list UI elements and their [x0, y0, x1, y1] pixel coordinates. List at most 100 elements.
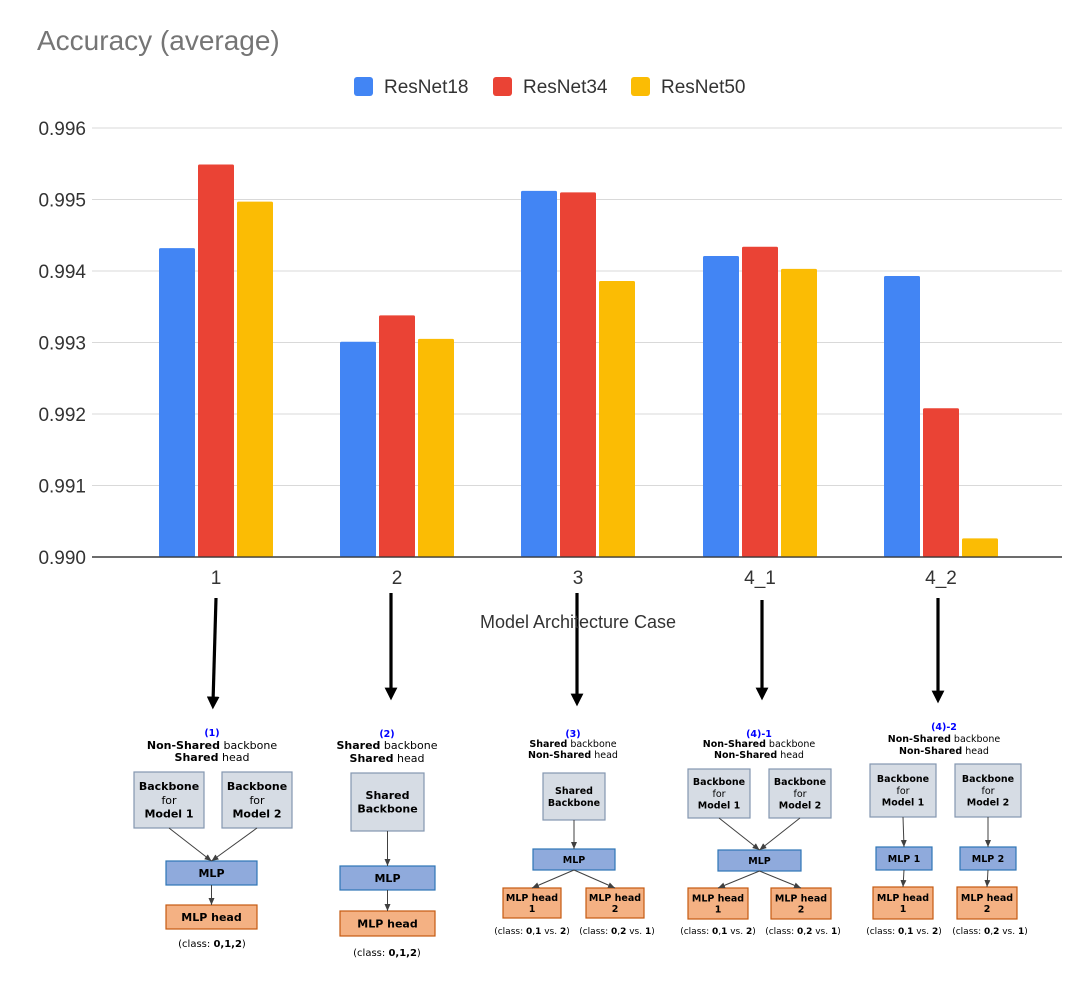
- legend: ResNet18 ResNet34 ResNet50: [354, 77, 746, 98]
- head-type-label: Shared head: [175, 751, 250, 764]
- backbone-box: [350, 772, 425, 832]
- y-tick-label: 0.990: [38, 548, 86, 569]
- class-label: (class: 0,1 vs. 2): [494, 927, 570, 937]
- y-axis-ticks: 0.990 0.991 0.992 0.993 0.994 0.995 0.996: [38, 119, 86, 569]
- flow-arrow: [573, 869, 616, 889]
- mlp-head-box: [339, 910, 436, 937]
- head-type-label: Non-Shared head: [528, 750, 618, 761]
- mlp-box-label: MLP 2: [972, 854, 1004, 865]
- case-arrow: [206, 597, 220, 710]
- legend-label-resnet34: ResNet34: [523, 77, 608, 98]
- mlp-head-box-label: MLP head: [181, 911, 241, 924]
- backbone-box-label: Shared Backbone: [548, 786, 600, 809]
- flow-arrow: [531, 869, 575, 889]
- head-type-label: Non-Shared head: [714, 750, 804, 761]
- class-label: (class: 0,1 vs. 2): [866, 927, 942, 937]
- y-tick-label: 0.996: [38, 119, 86, 140]
- backbone-box-label: Backbone for Model 1: [139, 780, 199, 821]
- backbone-type-label: Non-Shared backbone: [147, 739, 277, 752]
- bar-resnet34-1: [198, 164, 234, 557]
- backbone-box-label: Backbone for Model 2: [962, 774, 1014, 809]
- case-label: (2): [379, 729, 394, 740]
- backbone-box: [542, 772, 606, 821]
- mlp-head-box: [585, 887, 645, 919]
- flow-arrow: [900, 869, 907, 888]
- legend-swatch-resnet50: [631, 77, 650, 96]
- class-label: (class: 0,2 vs. 1): [952, 927, 1028, 937]
- legend-label-resnet50: ResNet50: [661, 77, 746, 98]
- bar-resnet34-4-1: [742, 246, 778, 557]
- class-label: (class: 0,1,2): [178, 939, 246, 950]
- y-tick-label: 0.992: [38, 405, 86, 426]
- x-tick-label: 4_2: [925, 568, 957, 589]
- mlp-box-label: MLP 1: [888, 854, 920, 865]
- bar-resnet50-4-2: [962, 538, 998, 557]
- bar-resnet50-2: [418, 338, 454, 557]
- mlp-head-box-label: MLP head 1: [692, 893, 744, 915]
- chart-title: Accuracy (average): [37, 25, 280, 56]
- bars: [92, 164, 1062, 558]
- bar-resnet34-4-2: [923, 408, 959, 557]
- legend-swatch-resnet18: [354, 77, 373, 96]
- x-axis-label: Model Architecture Case: [480, 612, 676, 632]
- flow-arrow: [900, 816, 907, 848]
- case-arrows: [206, 593, 945, 710]
- mlp-head-box: [165, 904, 258, 930]
- bar-resnet34-3: [560, 192, 596, 557]
- backbone-box-label: Shared Backbone: [357, 789, 417, 816]
- class-label: (class: 0,1,2): [353, 948, 421, 959]
- backbone-type-label: Non-Shared backbone: [888, 734, 1001, 745]
- case-label: (4)-1: [746, 729, 772, 740]
- mlp-box-label: MLP: [374, 872, 400, 885]
- mlp-head-box: [502, 887, 562, 919]
- y-tick-label: 0.991: [38, 477, 86, 498]
- case-label: (3): [565, 729, 580, 740]
- class-label: (class: 0,2 vs. 1): [579, 927, 655, 937]
- backbone-type-label: Non-Shared backbone: [703, 739, 816, 750]
- backbone-box-label: Backbone for Model 1: [877, 774, 929, 809]
- bar-resnet18-4-1: [703, 255, 739, 558]
- head-type-label: Non-Shared head: [899, 746, 989, 757]
- mlp-head-box-label: MLP head 2: [589, 893, 641, 915]
- backbone-box: [687, 768, 751, 819]
- backbone-type-label: Shared backbone: [336, 739, 437, 752]
- bar-resnet18-2: [340, 341, 376, 557]
- mlp-box-label: MLP: [748, 856, 771, 867]
- case-label: (4)-2: [931, 722, 957, 733]
- class-label: (class: 0,1 vs. 2): [680, 927, 756, 937]
- backbone-box: [869, 763, 937, 818]
- flow-arrow: [759, 870, 802, 889]
- bar-resnet18-1: [159, 248, 195, 557]
- backbone-box-label: Backbone for Model 1: [693, 777, 745, 812]
- x-axis-ticks: 1 2 3 4_1 4_2: [211, 568, 957, 589]
- class-label: (class: 0,2 vs. 1): [765, 927, 841, 937]
- mlp-head-box-label: MLP head 1: [877, 893, 929, 915]
- mlp-head-box: [956, 886, 1018, 920]
- mlp-head-box-label: MLP head 2: [775, 893, 827, 915]
- backbone-box-label: Backbone for Model 2: [227, 780, 287, 821]
- mlp-head-box-label: MLP head: [357, 917, 417, 930]
- flow-arrow: [717, 870, 760, 889]
- flow-arrow: [211, 827, 258, 862]
- case-label: (1): [204, 728, 219, 739]
- backbone-box: [133, 771, 205, 829]
- mlp-head-box: [872, 886, 934, 920]
- bar-resnet18-3: [521, 190, 557, 558]
- x-tick-label: 2: [392, 568, 403, 589]
- mlp-box-label: MLP: [198, 867, 224, 880]
- bar-resnet50-4-1: [781, 268, 817, 557]
- flow-arrow: [168, 827, 212, 862]
- x-tick-label: 4_1: [744, 568, 776, 589]
- backbone-box: [954, 763, 1022, 818]
- backbone-type-label: Shared backbone: [529, 739, 616, 750]
- head-type-label: Shared head: [350, 752, 425, 765]
- flow-arrow: [984, 869, 991, 888]
- flow-arrow: [759, 817, 801, 851]
